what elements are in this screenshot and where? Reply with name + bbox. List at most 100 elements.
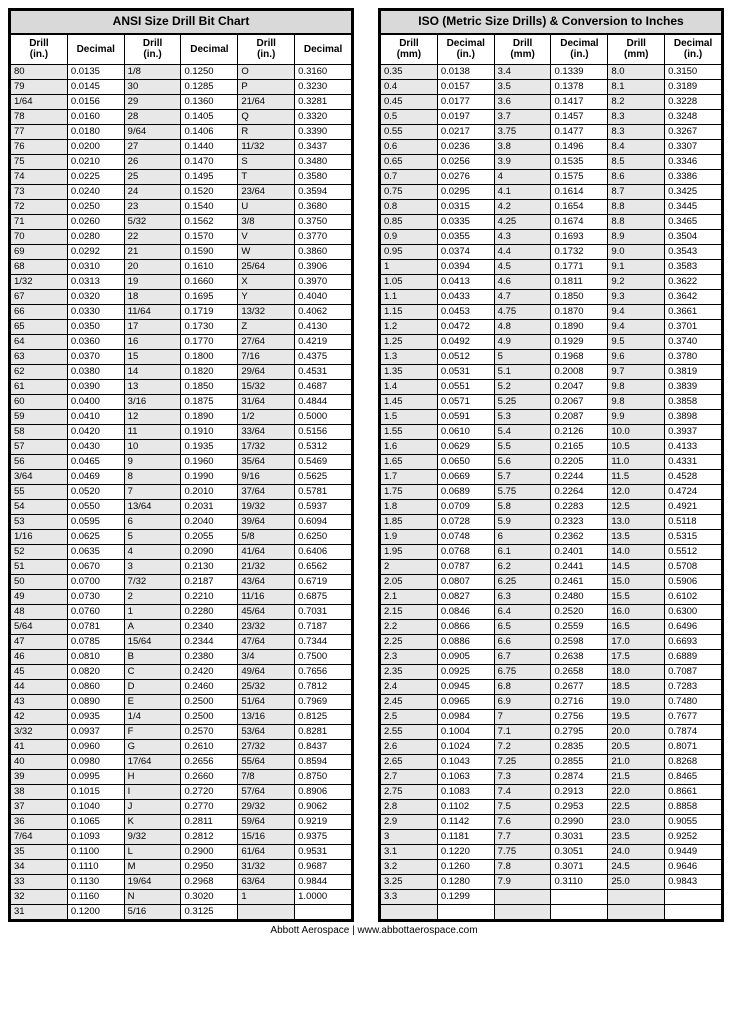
- table-cell: 0.1100: [67, 844, 124, 859]
- table-cell: 37/64: [238, 484, 295, 499]
- table-cell: 7/8: [238, 769, 295, 784]
- table-cell: 0.2040: [181, 514, 238, 529]
- table-cell: 8.3: [608, 124, 665, 139]
- table-cell: 51/64: [238, 694, 295, 709]
- table-cell: 0.4219: [295, 334, 352, 349]
- table-cell: 0.2205: [551, 454, 608, 469]
- table-cell: 0.0748: [437, 529, 494, 544]
- table-row: 390.0995H0.26607/80.8750: [11, 769, 352, 784]
- table-cell: 0.55: [381, 124, 438, 139]
- table-cell: 24: [124, 184, 181, 199]
- table-cell: 77: [11, 124, 68, 139]
- table-cell: 21.0: [608, 754, 665, 769]
- table-cell: 0.3906: [295, 259, 352, 274]
- table-cell: 9/32: [124, 829, 181, 844]
- table-cell: 7.75: [494, 844, 551, 859]
- table-cell: 2.5: [381, 709, 438, 724]
- table-cell: 19/64: [124, 874, 181, 889]
- table-cell: 3/64: [11, 469, 68, 484]
- table-cell: 0.0240: [67, 184, 124, 199]
- table-cell: 0.4844: [295, 394, 352, 409]
- footer-text: Abbott Aerospace | www.abbottaerospace.c…: [8, 922, 740, 936]
- table-cell: 55: [11, 484, 68, 499]
- table-cell: 0.7344: [295, 634, 352, 649]
- table-row: 0.90.03554.30.16938.90.3504: [381, 229, 722, 244]
- table-cell: 0.4531: [295, 364, 352, 379]
- table-row: 0.40.01573.50.13788.10.3189: [381, 79, 722, 94]
- table-cell: 0.4133: [665, 439, 722, 454]
- table-cell: 8.4: [608, 139, 665, 154]
- table-cell: 0.2244: [551, 469, 608, 484]
- table-row: 570.0430100.193517/320.5312: [11, 439, 352, 454]
- table-cell: 0.0180: [67, 124, 124, 139]
- table-cell: 2.9: [381, 814, 438, 829]
- table-cell: 0.1910: [181, 424, 238, 439]
- table-cell: 0.1065: [67, 814, 124, 829]
- table-cell: 2.8: [381, 799, 438, 814]
- table-cell: 0.2720: [181, 784, 238, 799]
- table-cell: 8.7: [608, 184, 665, 199]
- table-cell: 0.2126: [551, 424, 608, 439]
- table-cell: 51: [11, 559, 68, 574]
- table-cell: 35/64: [238, 454, 295, 469]
- table-cell: F: [124, 724, 181, 739]
- table-cell: B: [124, 649, 181, 664]
- table-cell: 0.1440: [181, 139, 238, 154]
- table-cell: 5.7: [494, 469, 551, 484]
- table-cell: 4.6: [494, 274, 551, 289]
- table-cell: 0.1800: [181, 349, 238, 364]
- table-cell: 27/64: [238, 334, 295, 349]
- table-cell: 0.3386: [665, 169, 722, 184]
- table-row: 670.0320180.1695Y0.4040: [11, 289, 352, 304]
- table-cell: 0.0430: [67, 439, 124, 454]
- table-cell: 0.3898: [665, 409, 722, 424]
- table-cell: 0.3970: [295, 274, 352, 289]
- table-cell: 0.3051: [551, 844, 608, 859]
- table-cell: 0.1477: [551, 124, 608, 139]
- table-row: 2.10.08276.30.248015.50.6102: [381, 589, 722, 604]
- table-cell: 10: [124, 439, 181, 454]
- table-cell: 0.7874: [665, 724, 722, 739]
- table-cell: 16.0: [608, 604, 665, 619]
- table-row: 2.80.11027.50.295322.50.8858: [381, 799, 722, 814]
- table-cell: 1.3: [381, 349, 438, 364]
- table-cell: 0.0768: [437, 544, 494, 559]
- table-cell: 0.0472: [437, 319, 494, 334]
- table-cell: 3/16: [124, 394, 181, 409]
- table-cell: 0.95: [381, 244, 438, 259]
- table-row: 320.1160N0.302011.0000: [11, 889, 352, 904]
- table-row: 1/320.0313190.1660X0.3970: [11, 274, 352, 289]
- table-cell: 0.0785: [67, 634, 124, 649]
- table-cell: 61: [11, 379, 68, 394]
- table-cell: 0.2656: [181, 754, 238, 769]
- table-cell: 0.9843: [665, 874, 722, 889]
- table-cell: 31/32: [238, 859, 295, 874]
- table-cell: 0.2770: [181, 799, 238, 814]
- table-cell: 21: [124, 244, 181, 259]
- table-cell: 7.3: [494, 769, 551, 784]
- table-cell: O: [238, 64, 295, 79]
- table-cell: 0.0760: [67, 604, 124, 619]
- table-cell: 0.6300: [665, 604, 722, 619]
- table-row: 340.1110M0.295031/320.9687: [11, 859, 352, 874]
- table-cell: 22.5: [608, 799, 665, 814]
- table-row: 440.0860D0.246025/320.7812: [11, 679, 352, 694]
- table-cell: 1/2: [238, 409, 295, 424]
- table-cell: 1.05: [381, 274, 438, 289]
- table-cell: 0.4: [381, 79, 438, 94]
- table-cell: 1: [238, 889, 295, 904]
- table-cell: N: [124, 889, 181, 904]
- table-cell: 0.1935: [181, 439, 238, 454]
- table-cell: 0.0138: [437, 64, 494, 79]
- table-cell: 27: [124, 139, 181, 154]
- table-cell: 0.0276: [437, 169, 494, 184]
- table-cell: 9.7: [608, 364, 665, 379]
- table-cell: 0.0313: [67, 274, 124, 289]
- table-cell: 1: [381, 259, 438, 274]
- table-cell: 0.2950: [181, 859, 238, 874]
- table-cell: 8.9: [608, 229, 665, 244]
- table-cell: 29: [124, 94, 181, 109]
- table-row: 720.0250230.1540U0.3680: [11, 199, 352, 214]
- table-cell: 3.3: [381, 889, 438, 904]
- table-row: 410.0960G0.261027/320.8437: [11, 739, 352, 754]
